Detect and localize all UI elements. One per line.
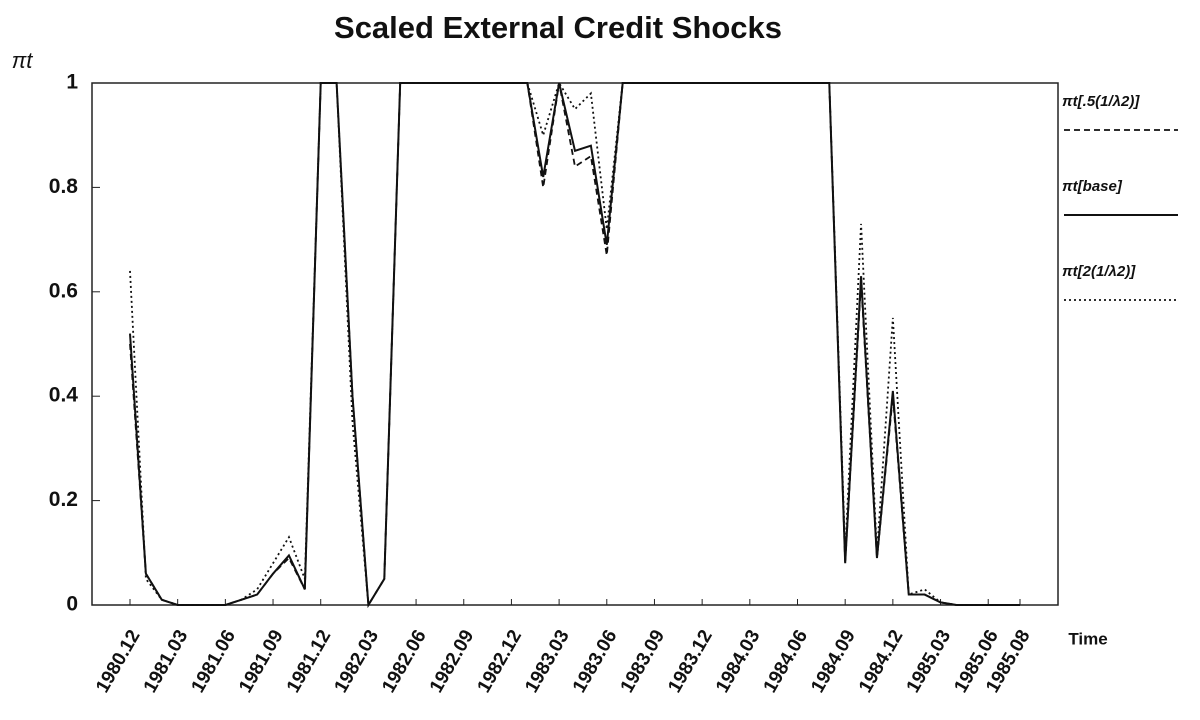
x-tick-label: 1984.09 [807, 627, 860, 697]
x-tick-label: 1983.09 [617, 627, 670, 697]
x-tick-label: 1982.12 [474, 627, 527, 697]
series-line [129, 82, 1020, 609]
series-line [129, 82, 1020, 608]
x-tick-label: 1983.03 [521, 627, 574, 697]
x-tick-label: 1982.03 [331, 627, 384, 697]
plot-frame [91, 82, 1059, 606]
x-tick-label: 1983.12 [664, 627, 717, 697]
x-tick-label: 1981.09 [235, 627, 288, 697]
legend-label: πt[2(1/λ2)] [1062, 263, 1136, 280]
x-tick-label: 1982.09 [426, 627, 479, 697]
x-tick-label: 1985.03 [903, 627, 956, 697]
legend-label: πt[.5(1/λ2)] [1062, 93, 1140, 110]
y-tick-label: 0 [66, 593, 78, 616]
y-tick-label: 0.2 [49, 488, 78, 511]
x-tick-label: 1981.06 [188, 627, 241, 697]
y-tick-label: 0.4 [49, 384, 79, 407]
x-tick-label: 1983.06 [569, 627, 622, 697]
series-line [129, 80, 1020, 608]
x-tick-label: 1984.06 [760, 627, 813, 697]
y-tick-label: 0.8 [49, 175, 79, 198]
x-axis-label: Time [1068, 629, 1107, 648]
x-tick-label: 1984.03 [712, 627, 765, 697]
chart-title: Scaled External Credit Shocks [334, 10, 782, 45]
x-tick-label: 1980.12 [92, 627, 145, 697]
legend-label: πt[base] [1062, 178, 1123, 195]
x-tick-label: 1981.12 [283, 627, 336, 697]
y-axis-label: πt [12, 48, 34, 73]
x-tick-label: 1984.12 [855, 627, 908, 697]
y-tick-label: 1 [66, 71, 78, 94]
y-tick-label: 0.6 [49, 279, 78, 302]
x-tick-label: 1982.06 [378, 627, 431, 697]
x-tick-label: 1981.03 [140, 627, 193, 697]
